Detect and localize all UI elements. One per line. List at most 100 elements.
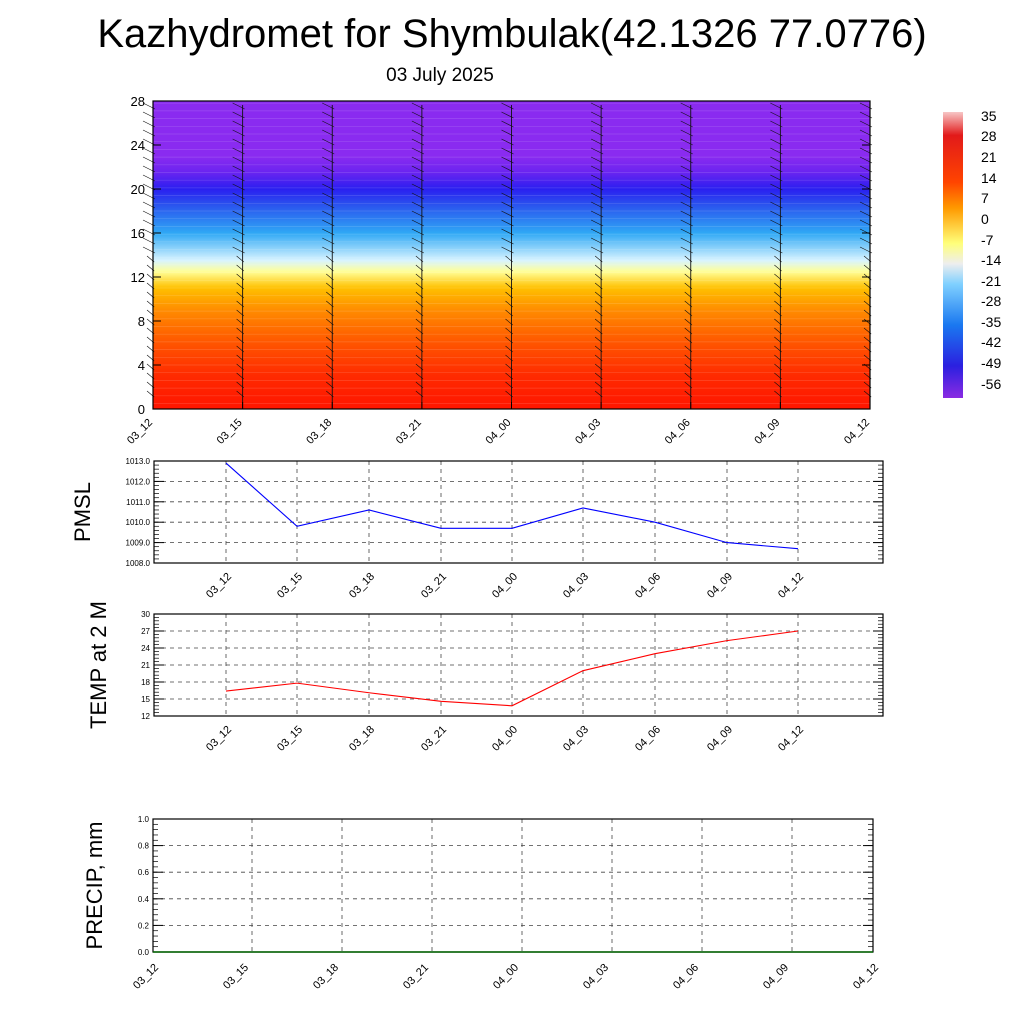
wind-barb	[684, 264, 693, 272]
wind-barb	[411, 120, 425, 128]
wind-barb	[770, 210, 783, 218]
y-axis-label: PRECIP, mm	[82, 822, 107, 950]
wind-barb	[505, 381, 513, 389]
wind-barb	[501, 246, 514, 254]
wind-barb	[232, 111, 245, 119]
wind-barb	[232, 120, 245, 128]
wind-barb	[236, 273, 245, 281]
wind-barb	[322, 228, 335, 236]
wind-barb	[680, 129, 693, 137]
wind-barb	[236, 390, 245, 398]
wind-barb	[232, 138, 245, 146]
wind-barb	[684, 255, 693, 263]
wind-barb	[415, 309, 424, 317]
wind-barb	[411, 156, 425, 164]
series-line	[225, 462, 799, 550]
wind-barb	[322, 201, 335, 209]
wind-barb	[411, 201, 425, 209]
wind-barb	[684, 381, 693, 389]
x-tick-label: 03_21	[419, 724, 449, 754]
wind-barb	[232, 174, 245, 182]
wind-barb	[232, 183, 245, 191]
wind-barb	[232, 129, 245, 137]
wind-barb	[590, 237, 604, 245]
wind-barb	[680, 192, 693, 200]
wind-barb	[236, 327, 245, 335]
wind-barb	[326, 336, 334, 344]
wind-barb	[770, 165, 783, 173]
wind-barb	[326, 327, 334, 335]
wind-barb	[505, 264, 513, 272]
wind-barb	[322, 192, 335, 200]
wind-barb	[326, 291, 334, 299]
wind-barb	[590, 192, 604, 200]
wind-barb	[770, 201, 783, 209]
wind-barb	[501, 201, 514, 209]
wind-barb	[594, 309, 603, 317]
x-tick-label: 04_00	[491, 962, 521, 992]
wind-barb	[684, 291, 693, 299]
wind-barb	[326, 390, 334, 398]
wind-barb	[684, 372, 693, 380]
wind-barb	[684, 282, 693, 290]
wind-barb	[505, 336, 513, 344]
wind-barb	[415, 282, 424, 290]
wind-barb	[415, 363, 424, 371]
wind-barb	[232, 219, 245, 227]
y-tick-label: 1.0	[138, 815, 150, 824]
x-tick-label: 04_00	[484, 417, 514, 447]
wind-barb	[774, 390, 782, 398]
wind-barb	[590, 246, 604, 254]
wind-barb	[774, 309, 782, 317]
wind-barb	[505, 390, 513, 398]
wind-barb	[236, 363, 245, 371]
wind-barb	[774, 264, 782, 272]
wind-barb	[505, 372, 513, 380]
wind-barb	[684, 336, 693, 344]
wind-barb	[236, 255, 245, 263]
x-tick-label: 04_03	[581, 962, 611, 992]
y-tick-label: 18	[141, 678, 150, 687]
wind-barb	[322, 102, 335, 110]
wind-barb	[236, 291, 245, 299]
wind-barb	[322, 246, 335, 254]
colorbar-label: -35	[981, 314, 1001, 330]
wind-barb	[505, 309, 513, 317]
colorbar-label: 7	[981, 190, 989, 206]
wind-barb	[594, 363, 603, 371]
wind-barb	[590, 210, 604, 218]
wind-barb	[770, 138, 783, 146]
wind-barb	[594, 372, 603, 380]
wind-barb	[411, 210, 425, 218]
wind-barb	[594, 318, 603, 326]
wind-barb	[415, 336, 424, 344]
y-tick-label: 24	[141, 644, 150, 653]
colorbar-label: 14	[981, 170, 997, 186]
wind-barb	[774, 363, 782, 371]
wind-barb	[326, 264, 334, 272]
wind-barb	[680, 183, 693, 191]
colorbar	[943, 112, 963, 398]
wind-barb	[684, 363, 693, 371]
x-tick-label: 03_21	[401, 962, 431, 992]
y-tick-label: 28	[131, 94, 145, 109]
wind-barb	[774, 255, 782, 263]
y-tick-label: 16	[131, 226, 145, 241]
x-tick-label: 03_18	[347, 724, 377, 754]
wind-barb	[236, 345, 245, 353]
wind-barb	[411, 102, 425, 110]
wind-barb	[232, 246, 245, 254]
wind-barb	[774, 273, 782, 281]
wind-barb	[684, 273, 693, 281]
wind-barb	[322, 138, 335, 146]
y-tick-label: 20	[131, 182, 145, 197]
wind-barb	[322, 147, 335, 155]
wind-barb	[594, 345, 603, 353]
colorbar-label: -28	[981, 293, 1001, 309]
wind-barb	[590, 147, 604, 155]
x-tick-label: 04_12	[776, 571, 806, 601]
wind-barb	[232, 237, 245, 245]
wind-barb	[774, 291, 782, 299]
wind-barb	[322, 165, 335, 173]
